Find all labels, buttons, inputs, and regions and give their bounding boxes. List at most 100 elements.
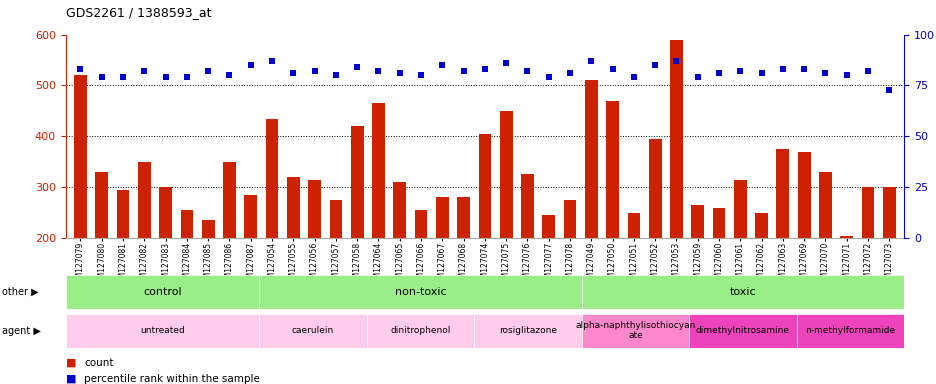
Point	[541, 74, 556, 80]
Text: non-toxic: non-toxic	[394, 287, 446, 297]
Bar	[181, 210, 193, 238]
Bar	[733, 180, 746, 238]
Bar	[201, 220, 214, 238]
Point	[583, 58, 598, 64]
Point	[285, 70, 300, 76]
Bar	[648, 139, 661, 238]
Bar	[581, 275, 903, 309]
Bar	[776, 149, 788, 238]
Point	[690, 74, 705, 80]
Bar	[286, 177, 300, 238]
Point	[859, 68, 874, 74]
Bar	[457, 197, 470, 238]
Point	[349, 64, 364, 70]
Text: GDS2261 / 1388593_at: GDS2261 / 1388593_at	[66, 6, 211, 19]
Point	[328, 72, 343, 78]
Point	[839, 72, 854, 78]
Bar	[415, 210, 427, 238]
Text: control: control	[143, 287, 182, 297]
Bar	[796, 314, 903, 348]
Bar	[74, 75, 87, 238]
Point	[413, 72, 428, 78]
Bar	[372, 103, 385, 238]
Bar	[861, 187, 873, 238]
Bar	[266, 119, 278, 238]
Bar	[329, 200, 342, 238]
Bar	[259, 314, 366, 348]
Text: dinitrophenol: dinitrophenol	[389, 326, 450, 335]
Bar	[66, 314, 259, 348]
Bar	[581, 314, 689, 348]
Bar	[520, 174, 534, 238]
Point	[392, 70, 407, 76]
Bar	[95, 172, 108, 238]
Bar	[350, 126, 363, 238]
Point	[179, 74, 194, 80]
Bar	[159, 187, 172, 238]
Bar	[308, 180, 321, 238]
Point	[137, 68, 152, 74]
Text: ■: ■	[66, 358, 76, 368]
Bar	[66, 275, 259, 309]
Point	[222, 72, 237, 78]
Point	[668, 58, 683, 64]
Bar	[223, 162, 236, 238]
Text: percentile rank within the sample: percentile rank within the sample	[84, 374, 260, 384]
Text: rosiglitazone: rosiglitazone	[498, 326, 556, 335]
Point	[307, 68, 322, 74]
Text: toxic: toxic	[729, 287, 755, 297]
Bar	[627, 213, 639, 238]
Point	[115, 74, 130, 80]
Text: caerulein: caerulein	[291, 326, 333, 335]
Text: agent ▶: agent ▶	[2, 326, 40, 336]
Point	[243, 62, 258, 68]
Bar	[669, 40, 682, 238]
Point	[753, 70, 768, 76]
Bar	[366, 314, 474, 348]
Bar	[691, 205, 703, 238]
Point	[519, 68, 534, 74]
Bar	[474, 314, 581, 348]
Text: untreated: untreated	[139, 326, 184, 335]
Point	[881, 86, 896, 93]
Point	[498, 60, 513, 66]
Bar	[499, 111, 512, 238]
Point	[95, 74, 110, 80]
Point	[476, 66, 491, 72]
Point	[796, 66, 811, 72]
Point	[158, 74, 173, 80]
Bar	[563, 200, 576, 238]
Bar	[117, 190, 129, 238]
Point	[626, 74, 641, 80]
Point	[371, 68, 386, 74]
Point	[562, 70, 577, 76]
Bar	[584, 80, 597, 238]
Point	[605, 66, 620, 72]
Point	[710, 70, 725, 76]
Point	[434, 62, 449, 68]
Bar	[689, 314, 796, 348]
Point	[73, 66, 88, 72]
Bar	[882, 187, 895, 238]
Point	[264, 58, 279, 64]
Text: ■: ■	[66, 374, 76, 384]
Point	[456, 68, 471, 74]
Point	[200, 68, 215, 74]
Bar	[606, 101, 619, 238]
Text: dimethylnitrosamine: dimethylnitrosamine	[695, 326, 789, 335]
Point	[732, 68, 747, 74]
Text: n-methylformamide: n-methylformamide	[805, 326, 895, 335]
Bar	[542, 215, 554, 238]
Bar	[478, 134, 490, 238]
Bar	[797, 152, 810, 238]
Bar	[259, 275, 581, 309]
Point	[647, 62, 662, 68]
Bar	[754, 213, 768, 238]
Point	[775, 66, 790, 72]
Bar	[393, 182, 405, 238]
Point	[817, 70, 832, 76]
Bar	[818, 172, 831, 238]
Bar	[840, 235, 852, 238]
Text: other ▶: other ▶	[2, 287, 38, 297]
Text: count: count	[84, 358, 113, 368]
